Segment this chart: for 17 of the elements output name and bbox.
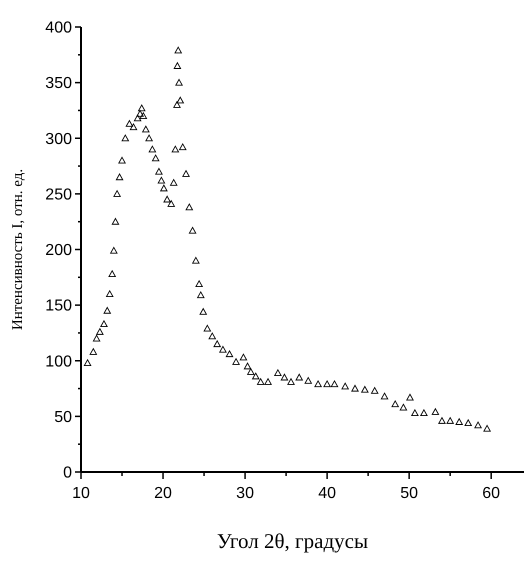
x-tick-label: 60 <box>482 485 500 502</box>
y-tick-label: 250 <box>45 186 72 204</box>
x-tick-label: 30 <box>236 485 254 502</box>
y-tick-label: 350 <box>45 75 72 92</box>
x-tick-label: 40 <box>318 485 336 502</box>
y-tick-label: 150 <box>45 298 72 315</box>
x-axis-title: Угол 2θ, градусы <box>216 529 368 553</box>
x-tick-label: 20 <box>154 485 172 502</box>
y-tick-label: 50 <box>54 408 72 426</box>
y-tick-label: 400 <box>45 20 72 37</box>
y-tick-label: 200 <box>45 242 72 260</box>
y-axis-title: Интенсивность I, отн. ед. <box>10 168 26 330</box>
x-tick-label: 50 <box>400 485 418 502</box>
x-tick-label: 10 <box>72 485 90 502</box>
y-tick-label: 0 <box>63 464 72 482</box>
y-tick-label: 300 <box>45 130 72 148</box>
y-tick-label: 100 <box>45 353 72 370</box>
